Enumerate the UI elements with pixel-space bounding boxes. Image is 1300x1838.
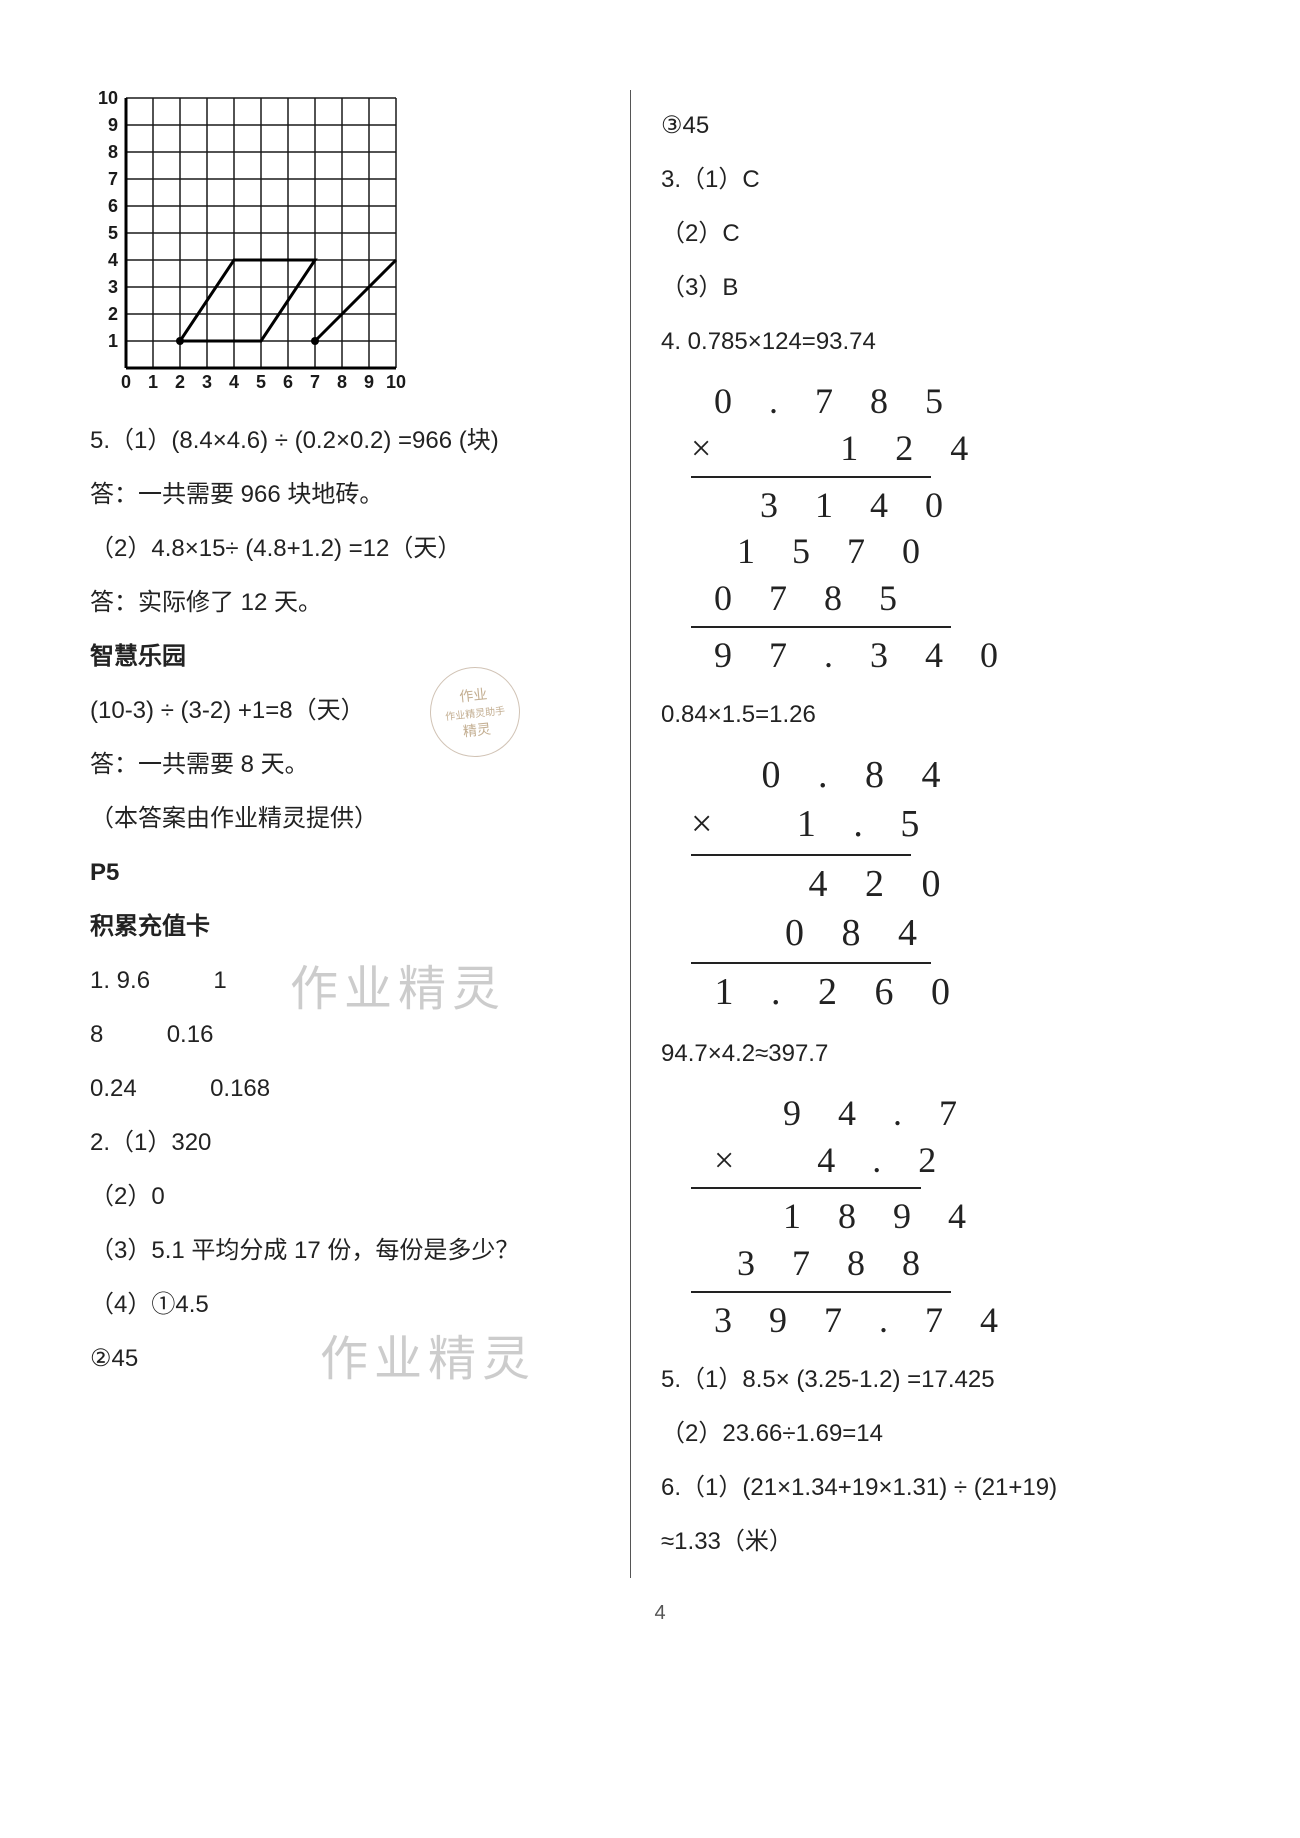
svg-text:2: 2 xyxy=(108,304,118,324)
q2-2: （2）0 xyxy=(90,1179,600,1215)
section-accum-title: 积累充值卡 xyxy=(90,909,600,945)
q3-2: （2）C xyxy=(661,216,1190,252)
accum-3a: 0.24 xyxy=(90,1075,137,1102)
page: 01234567891012345678910 5.（1）(8.4×4.6) ÷… xyxy=(0,0,1300,1838)
accum-row2: 8 0.16 xyxy=(90,1017,600,1053)
section-wisdom-title: 智慧乐园 xyxy=(90,639,600,675)
accum-2a: 8 xyxy=(90,1021,103,1048)
q3-3: （3）B xyxy=(661,270,1190,306)
q5-1-right: 5.（1）8.5× (3.25-1.2) =17.425 xyxy=(661,1362,1190,1398)
svg-text:4: 4 xyxy=(229,372,239,392)
svg-text:4: 4 xyxy=(108,250,118,270)
svg-text:7: 7 xyxy=(108,169,118,189)
q5-1-answer: 答：一共需要 966 块地砖。 xyxy=(90,477,600,513)
q5-2-answer: 答：实际修了 12 天。 xyxy=(90,585,600,621)
svg-text:9: 9 xyxy=(108,115,118,135)
p5-heading: P5 xyxy=(90,855,600,891)
q2-4: （4）①4.5 xyxy=(90,1287,600,1323)
long-multiplication-2: 0 . 8 4× 1 . 5 4 2 0 0 8 4 1 . 2 6 0 xyxy=(691,751,1190,1018)
svg-text:10: 10 xyxy=(98,90,118,108)
q4-title: 4. 0.785×124=93.74 xyxy=(661,324,1190,360)
svg-text:3: 3 xyxy=(108,277,118,297)
q2-circ2: ②45 xyxy=(90,1341,600,1377)
q2-circ3: ③45 xyxy=(661,108,1190,144)
accum-1a: 1. 9.6 xyxy=(90,967,150,994)
svg-text:1: 1 xyxy=(108,331,118,351)
svg-text:0: 0 xyxy=(121,372,131,392)
accum-row1: 1. 9.6 1 xyxy=(90,963,600,999)
svg-text:6: 6 xyxy=(108,196,118,216)
stamp-line3: 精灵 xyxy=(462,718,492,741)
long-multiplication-3: 9 4 . 7 × 4 . 2 1 8 9 4 3 7 8 8 3 9 7 . … xyxy=(691,1090,1190,1344)
q5-2-expr: （2）4.8×15÷ (4.8+1.2) =12（天） xyxy=(90,531,600,567)
grid-graph: 01234567891012345678910 xyxy=(90,90,600,405)
svg-text:8: 8 xyxy=(337,372,347,392)
svg-text:1: 1 xyxy=(148,372,158,392)
q5-1-expr: 5.（1）(8.4×4.6) ÷ (0.2×0.2) =966 (块) xyxy=(90,423,600,459)
wisdom-expr: (10-3) ÷ (3-2) +1=8（天） xyxy=(90,693,600,729)
accum-2b: 0.16 xyxy=(167,1021,214,1048)
q2-1: 2.（1）320 xyxy=(90,1125,600,1161)
two-column-layout: 01234567891012345678910 5.（1）(8.4×4.6) ÷… xyxy=(90,90,1230,1578)
accum-1b: 1 xyxy=(213,967,226,994)
q6-ans: ≈1.33（米） xyxy=(661,1524,1190,1560)
credit-line: （本答案由作业精灵提供） xyxy=(90,801,600,837)
svg-text:10: 10 xyxy=(386,372,406,392)
svg-text:2: 2 xyxy=(175,372,185,392)
q4c-title: 94.7×4.2≈397.7 xyxy=(661,1036,1190,1072)
q6-1: 6.（1）(21×1.34+19×1.31) ÷ (21+19) xyxy=(661,1470,1190,1506)
svg-text:8: 8 xyxy=(108,142,118,162)
svg-text:3: 3 xyxy=(202,372,212,392)
right-column: ③45 3.（1）C （2）C （3）B 4. 0.785×124=93.74 … xyxy=(630,90,1190,1578)
q2-3: （3）5.1 平均分成 17 份，每份是多少？ xyxy=(90,1233,600,1269)
page-number: 4 xyxy=(90,1602,1230,1625)
svg-text:6: 6 xyxy=(283,372,293,392)
wisdom-answer: 答：一共需要 8 天。 xyxy=(90,747,600,783)
svg-text:7: 7 xyxy=(310,372,320,392)
q4b-title: 0.84×1.5=1.26 xyxy=(661,697,1190,733)
left-column: 01234567891012345678910 5.（1）(8.4×4.6) ÷… xyxy=(90,90,630,1578)
svg-text:9: 9 xyxy=(364,372,374,392)
accum-row3: 0.24 0.168 xyxy=(90,1071,600,1107)
svg-text:5: 5 xyxy=(256,372,266,392)
svg-text:5: 5 xyxy=(108,223,118,243)
graph-svg: 01234567891012345678910 xyxy=(90,90,420,400)
accum-3b: 0.168 xyxy=(210,1075,270,1102)
q3-1: 3.（1）C xyxy=(661,162,1190,198)
long-multiplication-1: 0 . 7 8 5× 1 2 4 3 1 4 0 1 5 7 0 0 7 8 5… xyxy=(691,378,1190,679)
q5-2-right: （2）23.66÷1.69=14 xyxy=(661,1416,1190,1452)
